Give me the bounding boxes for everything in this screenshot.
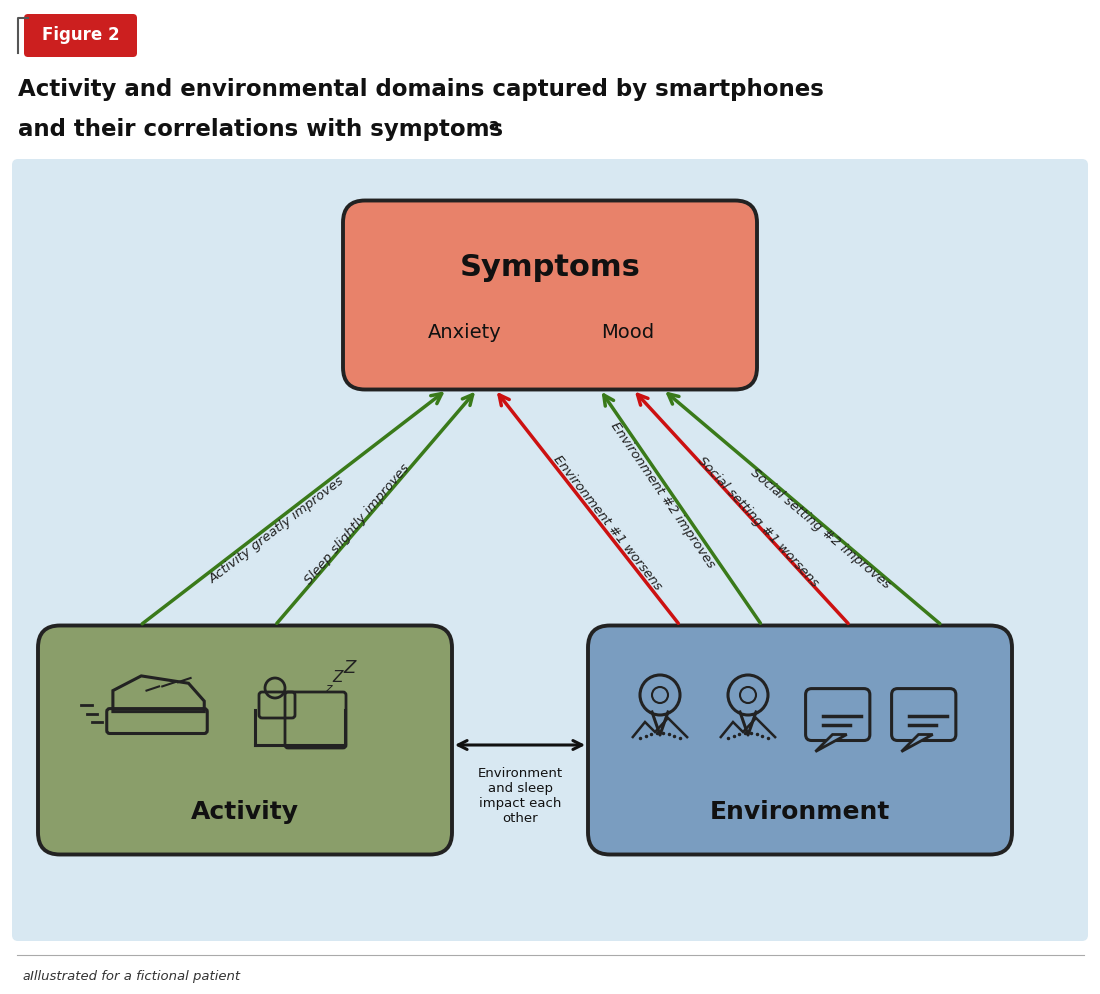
Text: Mood: Mood: [602, 323, 654, 343]
Polygon shape: [901, 735, 933, 751]
Text: Illustrated for a fictional patient: Illustrated for a fictional patient: [30, 970, 240, 983]
Text: Activity greatly improves: Activity greatly improves: [207, 474, 346, 585]
Text: Social setting #1 worsens: Social setting #1 worsens: [695, 454, 821, 590]
FancyBboxPatch shape: [24, 14, 138, 57]
Text: Z: Z: [344, 659, 356, 677]
Text: Environment: Environment: [710, 800, 890, 824]
Text: Sleep slightly improves: Sleep slightly improves: [302, 461, 412, 586]
Text: a: a: [22, 970, 30, 983]
Text: Environment #2 improves: Environment #2 improves: [608, 419, 717, 571]
FancyBboxPatch shape: [343, 201, 757, 390]
Text: and their correlations with symptoms: and their correlations with symptoms: [18, 118, 503, 141]
Text: Environment #1 worsens: Environment #1 worsens: [550, 453, 664, 592]
Text: a: a: [488, 118, 498, 133]
FancyBboxPatch shape: [588, 625, 1012, 855]
FancyBboxPatch shape: [39, 625, 452, 855]
Text: Z: Z: [332, 671, 343, 686]
Text: Social setting #2 improves: Social setting #2 improves: [748, 466, 893, 591]
Polygon shape: [815, 735, 847, 751]
Text: Activity: Activity: [191, 800, 299, 824]
Text: Activity and environmental domains captured by smartphones: Activity and environmental domains captu…: [18, 78, 824, 101]
FancyBboxPatch shape: [12, 159, 1088, 941]
Text: Figure 2: Figure 2: [42, 27, 119, 45]
Text: Environment
and sleep
impact each
other: Environment and sleep impact each other: [477, 767, 562, 825]
Text: Anxiety: Anxiety: [428, 323, 502, 343]
Text: Symptoms: Symptoms: [460, 252, 640, 281]
Text: z: z: [324, 682, 331, 695]
